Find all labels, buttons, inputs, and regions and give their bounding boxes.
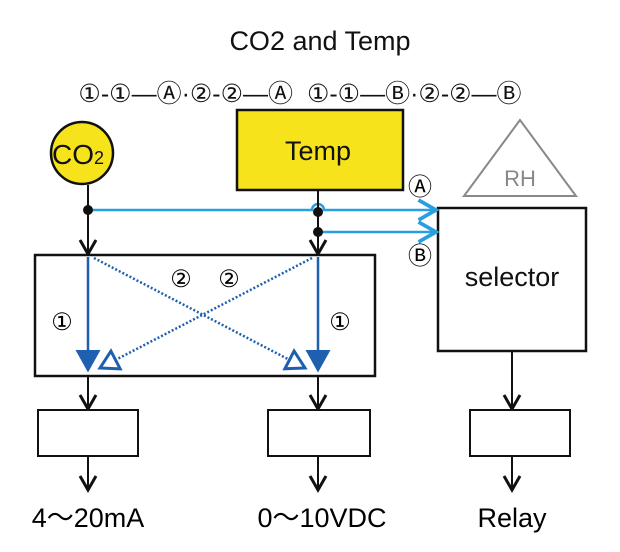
output-box-ma <box>37 409 139 457</box>
output-box-vdc <box>267 409 371 457</box>
junction-dot <box>83 205 93 215</box>
junction-dot <box>313 207 323 217</box>
output-label-ma: 4～20mA <box>32 503 145 533</box>
marker-a: Ⓐ <box>408 174 432 201</box>
svg-text:selector: selector <box>465 262 560 292</box>
svg-text:CO2: CO2 <box>52 139 104 170</box>
signal-line-a <box>88 198 440 222</box>
svg-text:RH: RH <box>504 166 536 191</box>
route-2-left: ② <box>170 266 192 293</box>
selector-box: selector <box>436 206 588 353</box>
output-label-relay: Relay <box>477 503 547 533</box>
diagram-title: CO2 and Temp <box>229 26 410 56</box>
rh-sensor: RH <box>462 118 578 197</box>
output-label-vdc: 0～10VDC <box>257 503 386 533</box>
route-1-left: ① <box>51 309 73 336</box>
junction-dot <box>313 227 323 237</box>
route-1-right: ① <box>329 309 351 336</box>
co2-sensor: CO2 <box>49 120 115 186</box>
output-box-relay <box>469 409 571 457</box>
route-2-right: ② <box>218 266 240 293</box>
temp-sensor: Temp <box>235 108 405 192</box>
legend-line: ①-①—Ⓐ·②-②—Ⓐ ①-①—Ⓑ·②-②—Ⓑ <box>78 80 521 108</box>
svg-text:Temp: Temp <box>285 136 351 166</box>
marker-b: Ⓑ <box>408 243 432 270</box>
